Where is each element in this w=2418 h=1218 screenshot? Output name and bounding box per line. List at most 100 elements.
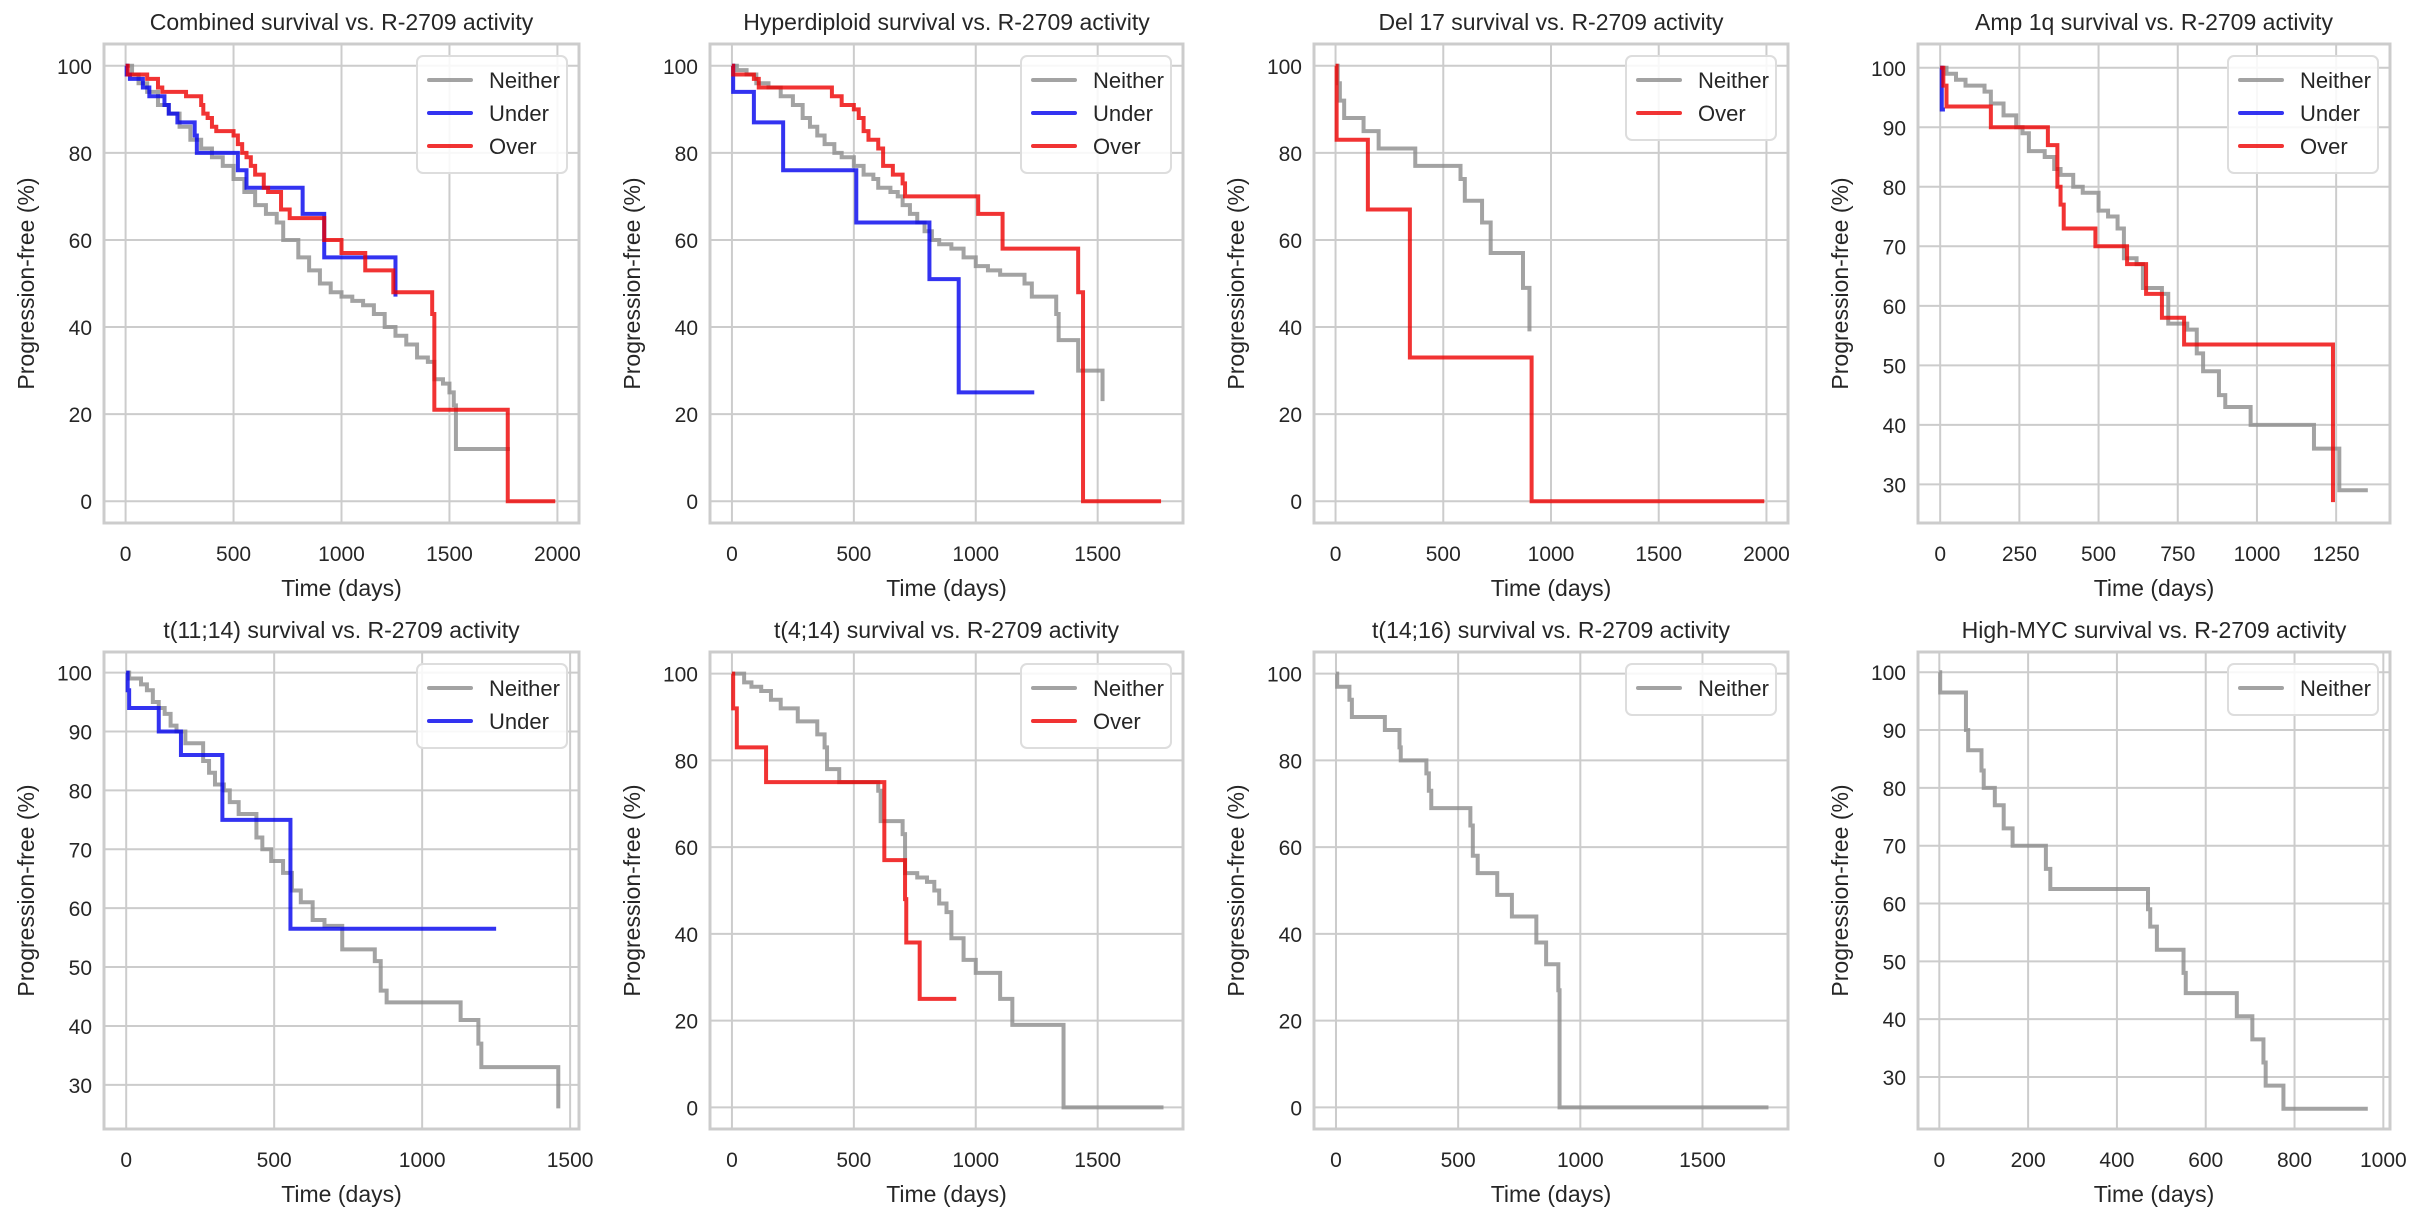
legend-label: Under — [2300, 101, 2360, 126]
x-tick-label: 2000 — [534, 543, 581, 566]
y-tick-label: 60 — [1883, 296, 1906, 319]
chart-title: t(11;14) survival vs. R-2709 activity — [163, 617, 520, 643]
legend-label: Neither — [489, 68, 560, 93]
series-line-over — [125, 63, 556, 504]
y-tick-label: 80 — [1279, 750, 1302, 773]
x-tick-label: 800 — [2277, 1149, 2312, 1172]
y-tick-label: 90 — [69, 722, 92, 745]
chart-panel-5: 0 500 1000 1500 30 40 50 60 70 80 90 100 t(11;14) su… — [13, 617, 593, 1207]
x-tick-label: 1000 — [952, 1149, 999, 1172]
legend-label: Over — [2300, 134, 2348, 159]
legend-label: Under — [489, 709, 549, 734]
x-tick-label: 0 — [120, 1149, 132, 1172]
x-tick-label: 500 — [216, 543, 251, 566]
y-tick-label: 50 — [1883, 951, 1906, 974]
y-tick-label: 20 — [675, 404, 698, 427]
y-tick-label: 80 — [675, 143, 698, 166]
y-tick-label: 20 — [1279, 404, 1302, 427]
y-tick-label: 40 — [675, 924, 698, 947]
legend-box — [2227, 663, 2379, 716]
x-tick-label: 0 — [1933, 1149, 1945, 1172]
x-axis-label: Time (days) — [2094, 575, 2215, 601]
x-tick-label: 500 — [836, 1149, 871, 1172]
x-tick-label: 1500 — [1074, 543, 1121, 566]
chart-panel-7: 0 500 1000 1500 0 20 40 60 80 100 t(14;16) surviva… — [1223, 617, 1790, 1207]
series-line-neither — [1940, 65, 2368, 493]
x-axis-label: Time (days) — [1491, 575, 1612, 601]
y-tick-label: 90 — [1883, 117, 1906, 140]
axes-frame — [102, 650, 581, 1131]
y-axis-label: Progression-free (%) — [619, 177, 645, 389]
x-tick-label: 500 — [1426, 543, 1461, 566]
x-tick-label: 1500 — [426, 543, 473, 566]
legend: Neither Under Over — [1020, 55, 1172, 174]
y-tick-label: 30 — [1883, 474, 1906, 497]
y-tick-label: 40 — [1279, 924, 1302, 947]
y-tick-label: 20 — [1279, 1011, 1302, 1034]
chart-title: t(4;14) survival vs. R-2709 activity — [774, 617, 1120, 643]
x-axis-label: Time (days) — [281, 1181, 402, 1207]
y-tick-label: 20 — [675, 1011, 698, 1034]
y-tick-label: 50 — [69, 957, 92, 980]
x-tick-label: 200 — [2011, 1149, 2046, 1172]
legend-label: Over — [489, 134, 537, 159]
legend: Neither Under Over — [416, 55, 568, 174]
legend-box — [416, 663, 568, 749]
y-tick-label: 20 — [69, 404, 92, 427]
x-tick-label: 1000 — [1528, 543, 1575, 566]
y-tick-label: 90 — [1883, 720, 1906, 743]
axes-frame — [708, 650, 1185, 1131]
legend-label: Over — [1093, 134, 1141, 159]
legend-box — [1625, 55, 1777, 141]
x-tick-label: 0 — [1934, 543, 1946, 566]
series-line-over — [731, 671, 957, 1001]
x-tick-label: 1500 — [1635, 543, 1682, 566]
x-tick-label: 2000 — [1743, 543, 1790, 566]
x-tick-label: 1000 — [318, 543, 365, 566]
y-axis-label: Progression-free (%) — [13, 177, 39, 389]
x-tick-label: 0 — [1330, 543, 1342, 566]
y-tick-label: 100 — [1267, 664, 1302, 687]
legend-label: Over — [1093, 709, 1141, 734]
series-line-under — [125, 670, 497, 931]
y-tick-label: 60 — [1279, 230, 1302, 253]
y-axis-label: Progression-free (%) — [1223, 177, 1249, 389]
legend-label: Neither — [1698, 676, 1769, 701]
legend-label: Over — [1698, 101, 1746, 126]
chart-panel-4: 0 250 500 750 1000 1250 30 40 50 60 70 80 90 100 Amp 1… — [1827, 9, 2392, 601]
y-tick-label: 60 — [69, 230, 92, 253]
y-tick-label: 60 — [675, 230, 698, 253]
y-tick-label: 80 — [1883, 778, 1906, 801]
y-axis-label: Progression-free (%) — [1827, 177, 1853, 389]
y-axis-label: Progression-free (%) — [13, 784, 39, 996]
y-tick-label: 30 — [69, 1075, 92, 1098]
legend-label: Neither — [1698, 68, 1769, 93]
x-tick-label: 1000 — [2234, 543, 2281, 566]
y-tick-label: 70 — [1883, 836, 1906, 859]
legend: Neither Under — [416, 663, 568, 749]
y-tick-label: 40 — [1279, 317, 1302, 340]
x-tick-label: 0 — [726, 1149, 738, 1172]
series-line-neither — [731, 63, 1105, 402]
y-axis-label: Progression-free (%) — [1223, 784, 1249, 996]
series-line-over — [1940, 65, 2335, 503]
x-tick-label: 400 — [2099, 1149, 2134, 1172]
axes-frame — [1916, 650, 2392, 1131]
legend: Neither Over — [1020, 663, 1172, 749]
y-tick-label: 100 — [57, 56, 92, 79]
axes-frame — [1916, 42, 2392, 525]
series-line-neither — [125, 63, 510, 451]
x-tick-label: 1500 — [547, 1149, 594, 1172]
x-tick-label: 1250 — [2313, 543, 2360, 566]
y-tick-label: 100 — [1871, 58, 1906, 81]
y-tick-label: 80 — [1883, 177, 1906, 200]
x-axis-label: Time (days) — [2094, 1181, 2215, 1207]
y-tick-label: 80 — [69, 143, 92, 166]
x-tick-label: 500 — [1441, 1149, 1476, 1172]
legend-label: Neither — [2300, 68, 2371, 93]
y-tick-label: 60 — [1883, 894, 1906, 917]
chart-title: Combined survival vs. R-2709 activity — [150, 9, 534, 35]
x-axis-label: Time (days) — [1491, 1181, 1612, 1207]
legend-box — [1020, 663, 1172, 749]
